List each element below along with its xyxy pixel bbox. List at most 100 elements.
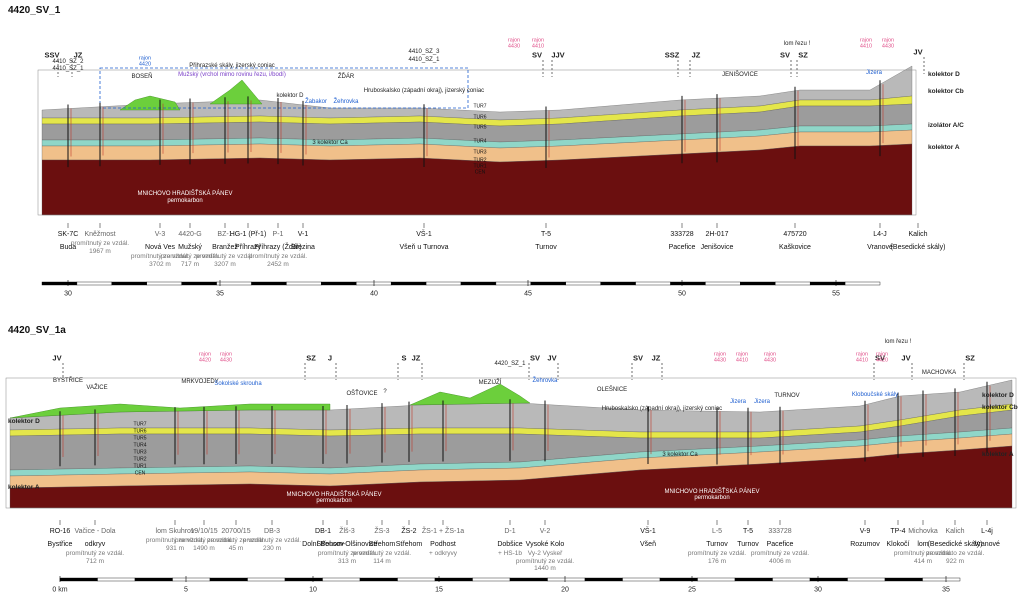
scale-bar-segment xyxy=(134,577,173,582)
section-label: Mužský (vrchol mimo rovinu řezu, i/bodí) xyxy=(178,72,286,78)
well-name: DB-3 xyxy=(264,528,280,535)
section-frame xyxy=(5,377,1017,509)
section-label: 4410_SZ_3 xyxy=(408,49,440,55)
well-note: promítnutý ze vzdál. 114 m xyxy=(352,550,412,565)
well-label: Žlš-3 Střehom-Olšinovice promítnutý ze vzd… xyxy=(316,528,378,565)
direction-label: SV xyxy=(874,353,886,363)
scale-label: 55 xyxy=(832,290,840,298)
layer-label: TUR7 xyxy=(473,103,487,110)
direction-label: SSV xyxy=(44,50,60,60)
well-label: Kalich (Besedické skály) xyxy=(887,231,949,252)
well-name: 333728 xyxy=(768,528,792,535)
well-note: promítnutý ze vzdál. 230 m xyxy=(242,537,302,552)
well-name: D-1 xyxy=(504,528,516,535)
rajon-label: rajon 4410 xyxy=(735,351,749,363)
scale-bar-segment xyxy=(495,281,532,286)
section-title: 4420_SV_1 xyxy=(8,5,61,16)
rajon-label: rajon 4410 xyxy=(531,37,545,49)
section-title: 4420_SV_1a xyxy=(8,325,66,336)
rajon-label: rajon 4420 xyxy=(198,351,212,363)
well-label: 19/10/15 promítnutý ze vzdál. 1490 m xyxy=(173,528,235,552)
strata-layer xyxy=(9,379,1013,433)
well-label: Michovka lom promítnutý ze vzdál. 414 m xyxy=(892,528,954,565)
well-place: Dobšice xyxy=(497,541,523,549)
well-name: 333728 xyxy=(670,231,694,238)
well-place: Vranové xyxy=(974,541,1000,549)
well-label: VŠ-1 Všeň u Turnova xyxy=(393,231,455,252)
well-name: HG-1 (Př-1) xyxy=(229,231,267,238)
well-place: Turnov xyxy=(706,541,728,549)
fault-note: lom řezu ! xyxy=(783,41,811,47)
well-place: Vysoké Kolo xyxy=(525,541,565,549)
section-label: Jizera xyxy=(753,399,771,405)
section-label: Kloboučské skály xyxy=(851,392,899,398)
scale-label: 20 xyxy=(561,586,569,592)
section-label: Jizera xyxy=(865,70,883,76)
well-label: 333728 Pacefice promítnutý ze vzdál. 4006 … xyxy=(749,528,811,565)
well-note: promítnutý ze vzdál. 2452 m xyxy=(248,253,308,268)
scale-label: 40 xyxy=(370,290,378,298)
well-place: Střehom-Olšinovice xyxy=(316,541,378,549)
section-label: Hruboskalsko (západní okraj), jizerský c… xyxy=(601,406,723,412)
direction-label: JV xyxy=(901,353,911,363)
section-label: MRKVOJEDY xyxy=(181,379,219,385)
collector-label: kolektor A xyxy=(928,143,960,151)
section-label: permokarbon xyxy=(316,498,352,504)
scale-label: 35 xyxy=(216,290,224,298)
section-label: OLEŠNICE xyxy=(596,387,628,393)
well-label: HG-1 (Př-1) Příhrazy xyxy=(217,231,279,252)
scale-bar-segment xyxy=(251,281,287,286)
well-name: Kalich xyxy=(945,528,965,535)
well-label: Kněžmost promítnutý ze vzdál. 1967 m xyxy=(69,231,131,255)
well-name: Michovka xyxy=(908,528,938,535)
scale-bar-segment xyxy=(584,577,623,582)
well-name: Vačice - Dola xyxy=(74,528,116,535)
scale-bar-segment xyxy=(697,577,736,582)
rajon-box xyxy=(99,67,469,109)
section-label: Žehrovka xyxy=(333,99,359,105)
scale-bar-segment xyxy=(59,577,98,582)
well-name: 475720 xyxy=(783,231,807,238)
section-label: ŽĎÁR xyxy=(337,74,355,80)
well-place: Turnov xyxy=(737,541,759,549)
well-place: Jenišovice xyxy=(700,244,734,252)
well-name: T-5 xyxy=(742,528,754,535)
scale-bar-segment xyxy=(181,281,217,286)
well-place: Turnov xyxy=(535,244,557,252)
rajon-label: rajon 4420 xyxy=(138,55,152,67)
well-note: promítnutý ze vzdál. 4006 m xyxy=(750,550,810,565)
direction-label: SV xyxy=(531,50,543,60)
scale-bar-segment xyxy=(705,281,741,286)
scale-label: 0 km xyxy=(52,586,68,592)
collector-label: kolektor D xyxy=(8,417,40,425)
well-name: T-5 xyxy=(540,231,552,238)
scale-bar-segment xyxy=(390,281,427,286)
scale-bar-segment xyxy=(397,577,436,582)
well-name: 20700/15 xyxy=(221,528,251,535)
scale-bar-segment xyxy=(775,281,811,286)
well-label: V-2 Vysoké Kolo Vy-2 Vyskeř promítnutý ze … xyxy=(514,528,576,573)
well-place: lom xyxy=(917,541,929,549)
well-label: 333728 Pacefice xyxy=(651,231,713,252)
well-label: Vačice - Dola odkryv promítnutý ze vzdál. … xyxy=(64,528,126,565)
scale-label: 25 xyxy=(688,586,696,592)
well-note: promítnutý ze vzdál. 45 m xyxy=(206,537,266,552)
well-name: VŠ-1 xyxy=(416,231,432,238)
rajon-label: rajon 4410 xyxy=(855,351,869,363)
well-place: Bystřice xyxy=(47,541,73,549)
layer-label: TUR5 xyxy=(133,435,147,442)
scale-bar-segment xyxy=(740,281,776,286)
direction-label: JV xyxy=(913,47,923,57)
layer-label: TUR1 xyxy=(133,463,147,470)
scale-label: 15 xyxy=(435,586,443,592)
well-place: Kaškovice xyxy=(779,244,811,252)
well-place: Mužský xyxy=(178,244,202,252)
well-label: TP-4 Klokočí xyxy=(867,528,929,549)
collector-label: izolátor A/C xyxy=(928,121,964,129)
well-label: L-4j Vranové xyxy=(956,528,1018,549)
scale-bar-segment xyxy=(216,281,252,286)
well-label: L4-J Vranové xyxy=(849,231,911,252)
well-place: Pacefice xyxy=(766,541,794,549)
well-note: + HS-1b xyxy=(497,550,523,558)
section-label: 3 kolektor Ca xyxy=(662,452,698,458)
